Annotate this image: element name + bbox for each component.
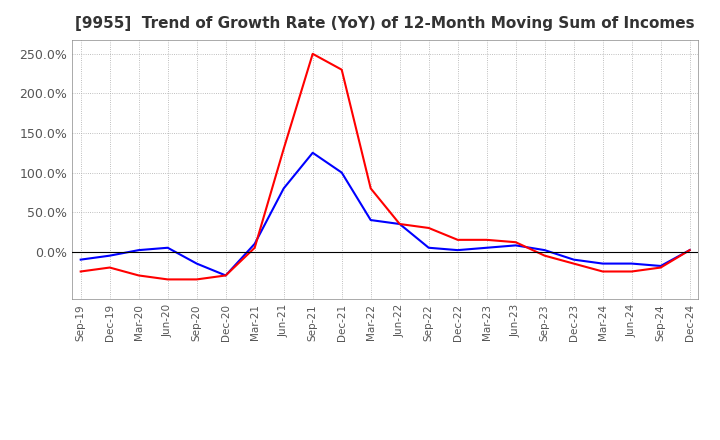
Ordinary Income Growth Rate [221, 273, 230, 278]
Ordinary Income Growth Rate [657, 263, 665, 268]
Net Income Growth Rate [163, 277, 172, 282]
Ordinary Income Growth Rate [163, 245, 172, 250]
Net Income Growth Rate [395, 221, 404, 227]
Net Income Growth Rate [105, 265, 114, 270]
Net Income Growth Rate [541, 253, 549, 258]
Net Income Growth Rate [454, 237, 462, 242]
Ordinary Income Growth Rate [685, 247, 694, 253]
Net Income Growth Rate [511, 239, 520, 245]
Ordinary Income Growth Rate [598, 261, 607, 266]
Title: [9955]  Trend of Growth Rate (YoY) of 12-Month Moving Sum of Incomes: [9955] Trend of Growth Rate (YoY) of 12-… [76, 16, 695, 32]
Net Income Growth Rate [366, 186, 375, 191]
Net Income Growth Rate [598, 269, 607, 274]
Net Income Growth Rate [338, 67, 346, 72]
Net Income Growth Rate [627, 269, 636, 274]
Ordinary Income Growth Rate [627, 261, 636, 266]
Line: Ordinary Income Growth Rate: Ordinary Income Growth Rate [81, 153, 690, 275]
Net Income Growth Rate [221, 273, 230, 278]
Net Income Growth Rate [279, 146, 288, 151]
Ordinary Income Growth Rate [511, 243, 520, 248]
Ordinary Income Growth Rate [135, 247, 143, 253]
Ordinary Income Growth Rate [424, 245, 433, 250]
Ordinary Income Growth Rate [570, 257, 578, 262]
Net Income Growth Rate [251, 245, 259, 250]
Net Income Growth Rate [424, 225, 433, 231]
Net Income Growth Rate [135, 273, 143, 278]
Net Income Growth Rate [685, 247, 694, 253]
Net Income Growth Rate [570, 261, 578, 266]
Ordinary Income Growth Rate [279, 186, 288, 191]
Ordinary Income Growth Rate [454, 247, 462, 253]
Ordinary Income Growth Rate [366, 217, 375, 223]
Ordinary Income Growth Rate [251, 241, 259, 246]
Ordinary Income Growth Rate [482, 245, 491, 250]
Ordinary Income Growth Rate [192, 261, 201, 266]
Ordinary Income Growth Rate [76, 257, 85, 262]
Net Income Growth Rate [308, 51, 317, 56]
Ordinary Income Growth Rate [541, 247, 549, 253]
Net Income Growth Rate [192, 277, 201, 282]
Net Income Growth Rate [76, 269, 85, 274]
Ordinary Income Growth Rate [338, 170, 346, 175]
Ordinary Income Growth Rate [105, 253, 114, 258]
Net Income Growth Rate [657, 265, 665, 270]
Line: Net Income Growth Rate: Net Income Growth Rate [81, 54, 690, 279]
Ordinary Income Growth Rate [395, 221, 404, 227]
Net Income Growth Rate [482, 237, 491, 242]
Ordinary Income Growth Rate [308, 150, 317, 155]
